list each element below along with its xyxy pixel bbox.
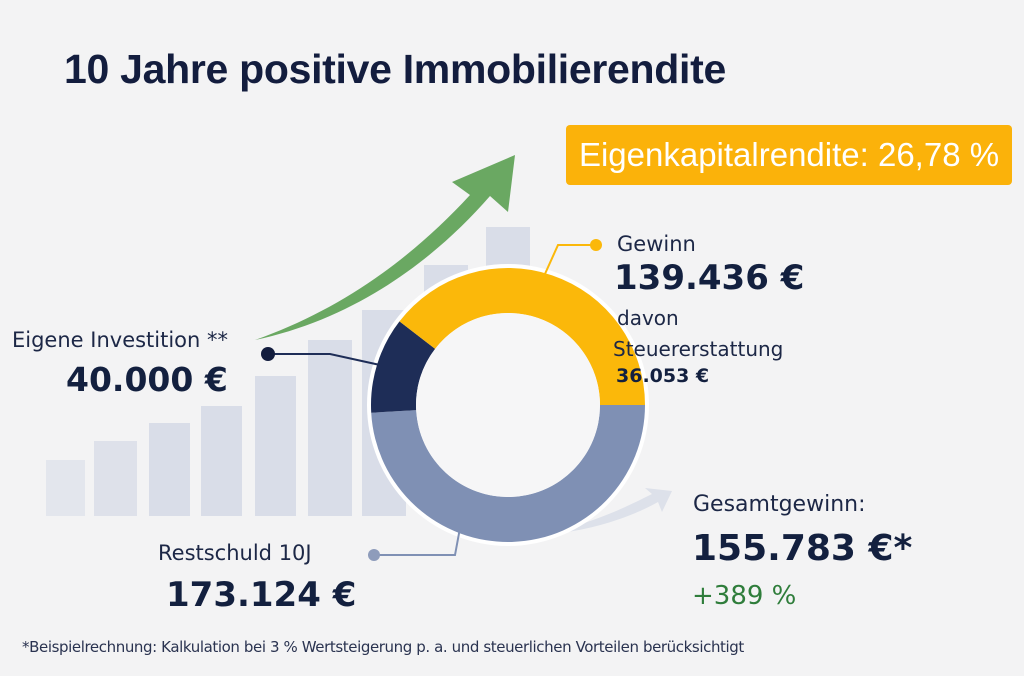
donut-center <box>416 313 600 497</box>
bar <box>46 460 85 516</box>
equity-return-badge: Eigenkapitalrendite: 26,78 % <box>566 125 1012 185</box>
footnote: *Beispielrechnung: Kalkulation bei 3 % W… <box>22 638 744 656</box>
bar <box>255 376 296 516</box>
gewinn-label: Gewinn <box>617 232 696 256</box>
donut-chart <box>367 264 649 546</box>
bar <box>94 441 137 516</box>
growth-arrow-icon <box>255 155 515 340</box>
investment-value: 40.000 € <box>66 360 228 399</box>
bar <box>308 340 352 516</box>
page-title: 10 Jahre positive Immobilierendite <box>64 46 726 92</box>
davon-label: davon <box>617 306 679 330</box>
steuererstattung-value: 36.053 € <box>616 365 710 387</box>
investment-label: Eigene Investition ** <box>12 328 229 352</box>
donut-segment-eigene-investition <box>371 321 436 413</box>
gesamtgewinn-percent: +389 % <box>692 581 797 611</box>
gewinn-leader-line <box>539 244 596 286</box>
steuererstattung-label: Steuererstattung <box>613 337 784 361</box>
restschuld-dot <box>368 549 380 561</box>
bar <box>149 423 190 516</box>
donut-segment-restschuld-10j <box>371 405 645 543</box>
restschuld-label: Restschuld 10J <box>158 541 312 565</box>
trend-arrow-icon <box>560 488 672 533</box>
restschuld-value: 173.124 € <box>166 575 357 615</box>
gesamtgewinn-label: Gesamtgewinn: <box>693 492 866 517</box>
investment-dot <box>261 347 275 361</box>
bar <box>201 406 242 516</box>
investment-leader-line <box>268 353 381 366</box>
donut-segment-gewinn <box>399 267 645 405</box>
gesamtgewinn-value: 155.783 €* <box>692 528 913 569</box>
gewinn-dot <box>590 239 602 251</box>
gewinn-value: 139.436 € <box>614 258 805 298</box>
restschuld-leader-line <box>374 527 461 556</box>
